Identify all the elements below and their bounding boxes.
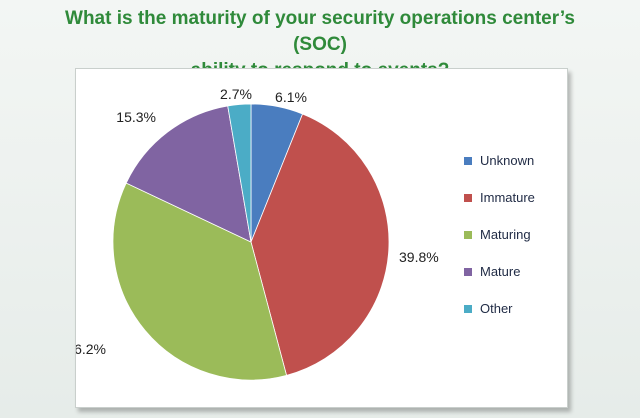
value-label-unknown: 6.1% <box>275 89 307 105</box>
legend-label-immature: Immature <box>480 190 535 205</box>
legend: Unknown Immature Maturing Mature Other <box>464 153 535 316</box>
legend-swatch-other <box>464 305 472 313</box>
pie-slice-mature <box>125 105 252 243</box>
value-label-immature: 39.8% <box>399 249 439 265</box>
chart-title-line-1: What is the maturity of your security op… <box>65 8 575 55</box>
legend-label-other: Other <box>480 301 513 316</box>
value-label-maturing: 36.2% <box>76 341 106 357</box>
pie-slice-other <box>227 103 252 243</box>
legend-swatch-mature <box>464 268 472 276</box>
pie-slice-maturing <box>112 182 288 381</box>
legend-swatch-immature <box>464 194 472 202</box>
legend-swatch-unknown <box>464 157 472 165</box>
legend-label-unknown: Unknown <box>480 153 534 168</box>
legend-swatch-maturing <box>464 231 472 239</box>
pie-chart: 6.1% 39.8% 36.2% 15.3% 2.7% Unknown Immature M… <box>76 86 535 381</box>
value-label-other: 2.7% <box>220 86 252 102</box>
value-label-mature: 15.3% <box>116 109 156 125</box>
chart-frame: 6.1% 39.8% 36.2% 15.3% 2.7% Unknown Immature M… <box>75 68 568 408</box>
pie-slices <box>112 103 390 381</box>
pie-slice-immature <box>250 113 390 376</box>
legend-label-maturing: Maturing <box>480 227 531 242</box>
legend-label-mature: Mature <box>480 264 520 279</box>
pie-value-labels: 6.1% 39.8% 36.2% 15.3% 2.7% <box>76 86 439 357</box>
